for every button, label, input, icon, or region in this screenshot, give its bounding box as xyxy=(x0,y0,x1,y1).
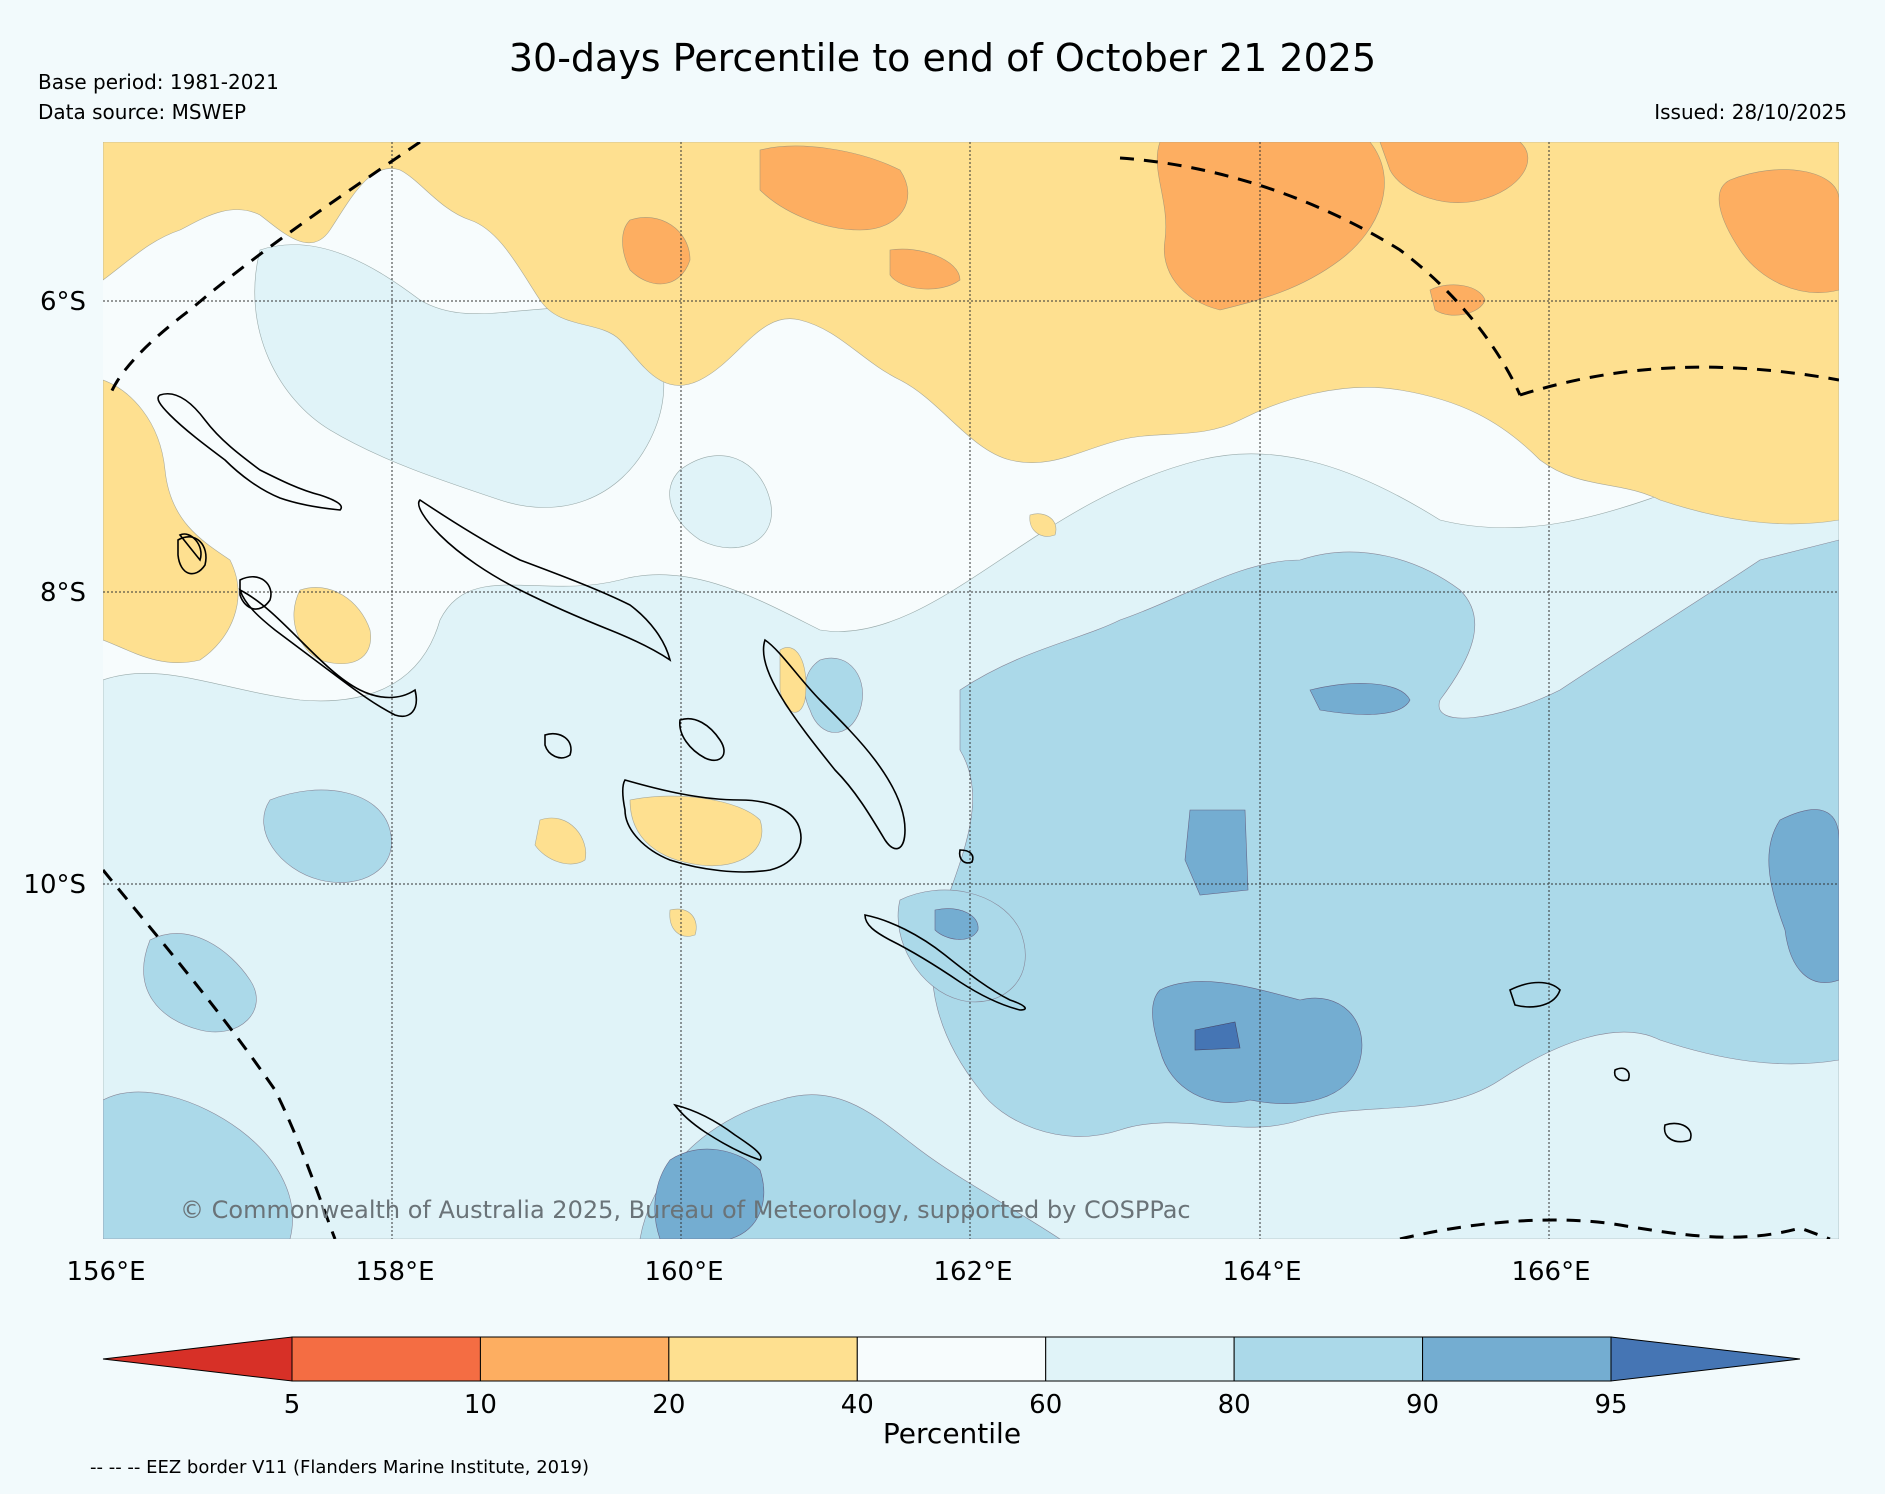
band-10-20-d xyxy=(759,145,909,231)
band-20-40-islands xyxy=(293,587,371,664)
eez-borders xyxy=(103,142,1839,1239)
island-malaita xyxy=(958,849,974,864)
band-90-95-f xyxy=(934,908,979,940)
band-90-95-a xyxy=(1152,981,1363,1104)
colorbar-extend-high xyxy=(1610,1336,1801,1382)
band-20-40-c2 xyxy=(629,795,763,867)
colorbar-extend-low xyxy=(102,1336,293,1382)
issued-date: Issued: 28/10/2025 xyxy=(1654,100,1847,124)
island-santa-isabel xyxy=(762,638,906,850)
colorbar-segment xyxy=(291,1336,481,1382)
colorbar-tick-label: 40 xyxy=(841,1390,874,1420)
colorbar-title: Percentile xyxy=(883,1417,1021,1450)
lon-label-162e: 162°E xyxy=(933,1257,1012,1287)
band-10-20-c xyxy=(1718,169,1839,293)
colorbar-tick-label: 20 xyxy=(652,1390,685,1420)
copyright-text: © Commonwealth of Australia 2025, Bureau… xyxy=(180,1196,1191,1224)
band-60-80-mid xyxy=(669,455,772,549)
lon-labels: 156°E 158°E 160°E 162°E 164°E 166°E xyxy=(66,1257,1590,1287)
band-10-20-b xyxy=(1379,142,1529,203)
island-new-georgia xyxy=(239,575,272,610)
island-rennell xyxy=(673,1103,762,1161)
band-10-20-e xyxy=(622,217,691,285)
band-20-40-c1 xyxy=(534,817,587,865)
island-guadalcanal xyxy=(621,779,802,873)
band-80-90-sw xyxy=(103,1091,293,1239)
colorbar-segment xyxy=(856,1336,1047,1382)
lat-label-6s: 6°S xyxy=(40,287,86,317)
island-santa-cruz xyxy=(1509,981,1561,1008)
island-russell xyxy=(544,733,572,759)
band-95-plus xyxy=(1194,1021,1241,1051)
colorbar-segment xyxy=(668,1336,858,1382)
island-bougainville xyxy=(157,393,342,511)
colorbar-segment xyxy=(1045,1336,1235,1382)
island-makira xyxy=(864,914,1026,1011)
lon-label-158e: 158°E xyxy=(355,1257,434,1287)
lat-label-8s: 8°S xyxy=(40,578,86,608)
coastlines xyxy=(157,393,1692,1161)
island-utupua xyxy=(1613,1067,1630,1082)
band-90-95-c xyxy=(1768,809,1839,983)
island-vanikoro xyxy=(1663,1122,1692,1143)
colorbar-tick-label: 10 xyxy=(464,1390,497,1420)
band-90-95-d xyxy=(1309,683,1411,715)
band-20-40-c4 xyxy=(669,908,697,937)
island-nggela xyxy=(679,718,725,762)
lon-label-166e: 166°E xyxy=(1511,1257,1590,1287)
band-10-20-f xyxy=(889,248,961,290)
band-80-90 xyxy=(931,539,1839,1137)
base-period: Base period: 1981-2021 xyxy=(38,70,279,94)
band-80-90-c2 xyxy=(897,889,1026,1003)
band-20-40-north xyxy=(103,142,1839,525)
lon-label-160e: 160°E xyxy=(644,1257,723,1287)
island-group-west xyxy=(238,588,417,717)
map-panel: © Commonwealth of Australia 2025, Bureau… xyxy=(103,142,1839,1239)
lat-labels: 6°S 8°S 10°S xyxy=(23,287,86,900)
data-source: Data source: MSWEP xyxy=(38,100,247,124)
graticule xyxy=(103,142,1839,1239)
colorbar-tick-label: 90 xyxy=(1406,1390,1439,1420)
lat-label-10s: 10°S xyxy=(23,870,86,900)
colorbar-tick-label: 5 xyxy=(284,1390,301,1420)
band-80-90-w xyxy=(143,933,257,1033)
band-80-90-w2 xyxy=(263,789,392,883)
band-90-95-e xyxy=(654,1148,764,1239)
band-10-20-a xyxy=(1156,142,1385,311)
colorbar-segment xyxy=(1233,1336,1424,1382)
lon-label-156e: 156°E xyxy=(66,1257,145,1287)
eez-legend-note: -- -- -- EEZ border V11 (Flanders Marine… xyxy=(90,1457,590,1478)
island-choiseul xyxy=(418,498,672,662)
band-20-40-c5 xyxy=(1029,513,1057,537)
map-title: 30-days Percentile to end of October 21 … xyxy=(508,36,1377,80)
island-malaita-west xyxy=(178,533,202,562)
colorbar-tick-label: 95 xyxy=(1594,1390,1627,1420)
lon-label-164e: 164°E xyxy=(1222,1257,1301,1287)
band-90-95-b xyxy=(1184,809,1249,896)
colorbar-segment xyxy=(1422,1336,1612,1382)
colorbar-segment xyxy=(479,1336,670,1382)
colorbar: 5 10 20 40 60 80 90 95 xyxy=(102,1336,1801,1420)
colorbar-tick-label: 80 xyxy=(1218,1390,1251,1420)
colorbar-tick-label: 60 xyxy=(1029,1390,1062,1420)
